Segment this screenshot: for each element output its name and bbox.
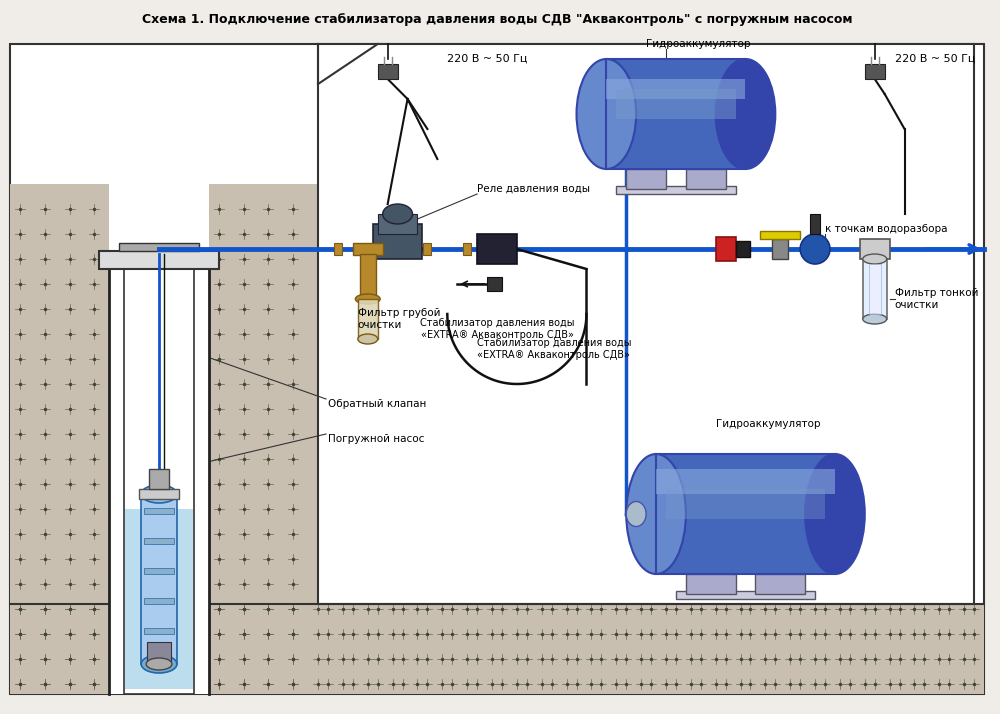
Ellipse shape (626, 501, 646, 526)
Bar (144, 538, 174, 544)
Bar (378, 64, 398, 79)
Bar (141, 494, 177, 664)
Text: Погружной насос: Погружной насос (328, 434, 424, 444)
Bar (863, 259, 887, 319)
Ellipse shape (863, 314, 887, 324)
Bar (144, 568, 174, 574)
Bar (124, 249, 194, 694)
Text: к точкам водоразбора: к точкам водоразбора (825, 224, 948, 234)
Bar (606, 59, 745, 169)
Text: Стабилизатор давления воды
«EXTRA® Акваконтроль СДВ»: Стабилизатор давления воды «EXTRA® Аквак… (420, 318, 574, 340)
Ellipse shape (358, 334, 378, 344)
Bar (353, 243, 383, 255)
Bar (358, 299, 378, 339)
Bar (144, 508, 174, 514)
Bar (10, 184, 109, 604)
Text: 220 В ~ 50 Гц: 220 В ~ 50 Гц (895, 54, 975, 64)
Bar (149, 469, 169, 489)
Bar (755, 574, 805, 594)
Bar (676, 591, 815, 599)
Bar (606, 79, 745, 99)
Bar (656, 469, 835, 494)
Text: Фильтр грубой
очистки: Фильтр грубой очистки (358, 308, 440, 330)
Ellipse shape (626, 454, 686, 574)
Bar (463, 243, 471, 255)
Text: Гидроаккумулятор: Гидроаккумулятор (646, 39, 751, 49)
Ellipse shape (141, 655, 177, 673)
Bar (865, 64, 885, 79)
Text: Стабилизатор давления воды
«EXTRA® Акваконтроль СДВ»: Стабилизатор давления воды «EXTRA® Аквак… (477, 338, 632, 360)
Bar (626, 169, 666, 189)
Bar (772, 239, 788, 259)
Text: 220 В ~ 50 Гц: 220 В ~ 50 Гц (447, 54, 528, 64)
Bar (860, 239, 890, 259)
Bar (147, 642, 171, 662)
Bar (736, 241, 750, 257)
Bar (656, 454, 835, 574)
Ellipse shape (863, 254, 887, 264)
Ellipse shape (146, 658, 172, 670)
Bar (869, 264, 881, 314)
Bar (10, 604, 984, 694)
Bar (360, 254, 376, 299)
Bar (810, 214, 820, 234)
Ellipse shape (800, 234, 830, 264)
Ellipse shape (141, 485, 177, 503)
Bar (423, 243, 431, 255)
Bar (686, 574, 736, 594)
Bar (119, 243, 199, 251)
Ellipse shape (805, 454, 865, 574)
Bar (666, 489, 825, 519)
Bar (99, 251, 219, 269)
Text: Гидроаккумулятор: Гидроаккумулятор (716, 419, 820, 429)
Text: Схема 1. Подключение стабилизатора давления воды СДВ "Акваконтроль" с погружным : Схема 1. Подключение стабилизатора давле… (142, 13, 852, 26)
Bar (606, 59, 745, 169)
Text: Фильтр тонкой
очистки: Фильтр тонкой очистки (895, 288, 978, 310)
Text: Реле давления воды: Реле давления воды (477, 184, 590, 194)
Bar (144, 628, 174, 634)
Ellipse shape (716, 59, 775, 169)
Bar (318, 44, 974, 604)
Bar (656, 454, 835, 574)
Bar (477, 234, 517, 264)
Bar (125, 509, 193, 689)
Bar (716, 237, 736, 261)
Bar (144, 598, 174, 604)
Ellipse shape (355, 294, 380, 304)
Ellipse shape (577, 59, 636, 169)
Bar (760, 231, 800, 239)
Bar (487, 277, 502, 291)
Bar (209, 184, 318, 604)
Bar (616, 89, 736, 119)
Text: Обратный клапан: Обратный клапан (328, 399, 426, 409)
Bar (378, 214, 417, 234)
Bar (616, 186, 736, 194)
Bar (334, 243, 342, 255)
Bar (139, 489, 179, 499)
Bar (109, 254, 209, 694)
Bar (686, 169, 726, 189)
Bar (373, 224, 422, 259)
Ellipse shape (383, 204, 413, 224)
